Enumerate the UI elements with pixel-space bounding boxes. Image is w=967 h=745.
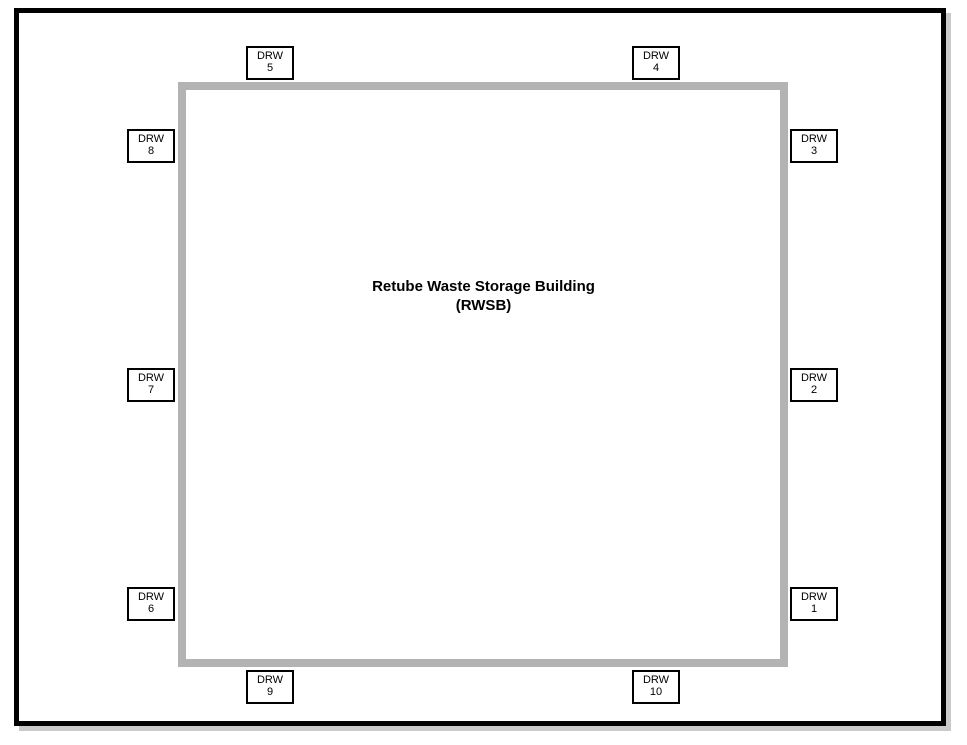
drw-number: 6 <box>148 604 154 616</box>
drw-box-3: DRW3 <box>790 129 838 163</box>
drw-number: 3 <box>811 146 817 158</box>
drw-number: 8 <box>148 146 154 158</box>
drw-box-1: DRW1 <box>790 587 838 621</box>
drw-number: 2 <box>811 385 817 397</box>
building-title-line2: (RWSB) <box>456 297 512 314</box>
drw-box-5: DRW5 <box>246 46 294 80</box>
building-title: Retube Waste Storage Building (RWSB) <box>0 278 967 316</box>
building-title-line1: Retube Waste Storage Building <box>372 278 595 295</box>
drw-number: 7 <box>148 385 154 397</box>
drw-box-7: DRW7 <box>127 368 175 402</box>
drw-number: 9 <box>267 687 273 699</box>
diagram-canvas: Retube Waste Storage Building (RWSB) DRW… <box>0 0 967 745</box>
drw-box-8: DRW8 <box>127 129 175 163</box>
drw-box-10: DRW10 <box>632 670 680 704</box>
drw-box-2: DRW2 <box>790 368 838 402</box>
drw-number: 4 <box>653 63 659 75</box>
drw-number: 10 <box>650 687 662 699</box>
drw-box-6: DRW6 <box>127 587 175 621</box>
drw-number: 5 <box>267 63 273 75</box>
drw-box-9: DRW9 <box>246 670 294 704</box>
building-box <box>178 82 788 667</box>
drw-number: 1 <box>811 604 817 616</box>
drw-box-4: DRW4 <box>632 46 680 80</box>
